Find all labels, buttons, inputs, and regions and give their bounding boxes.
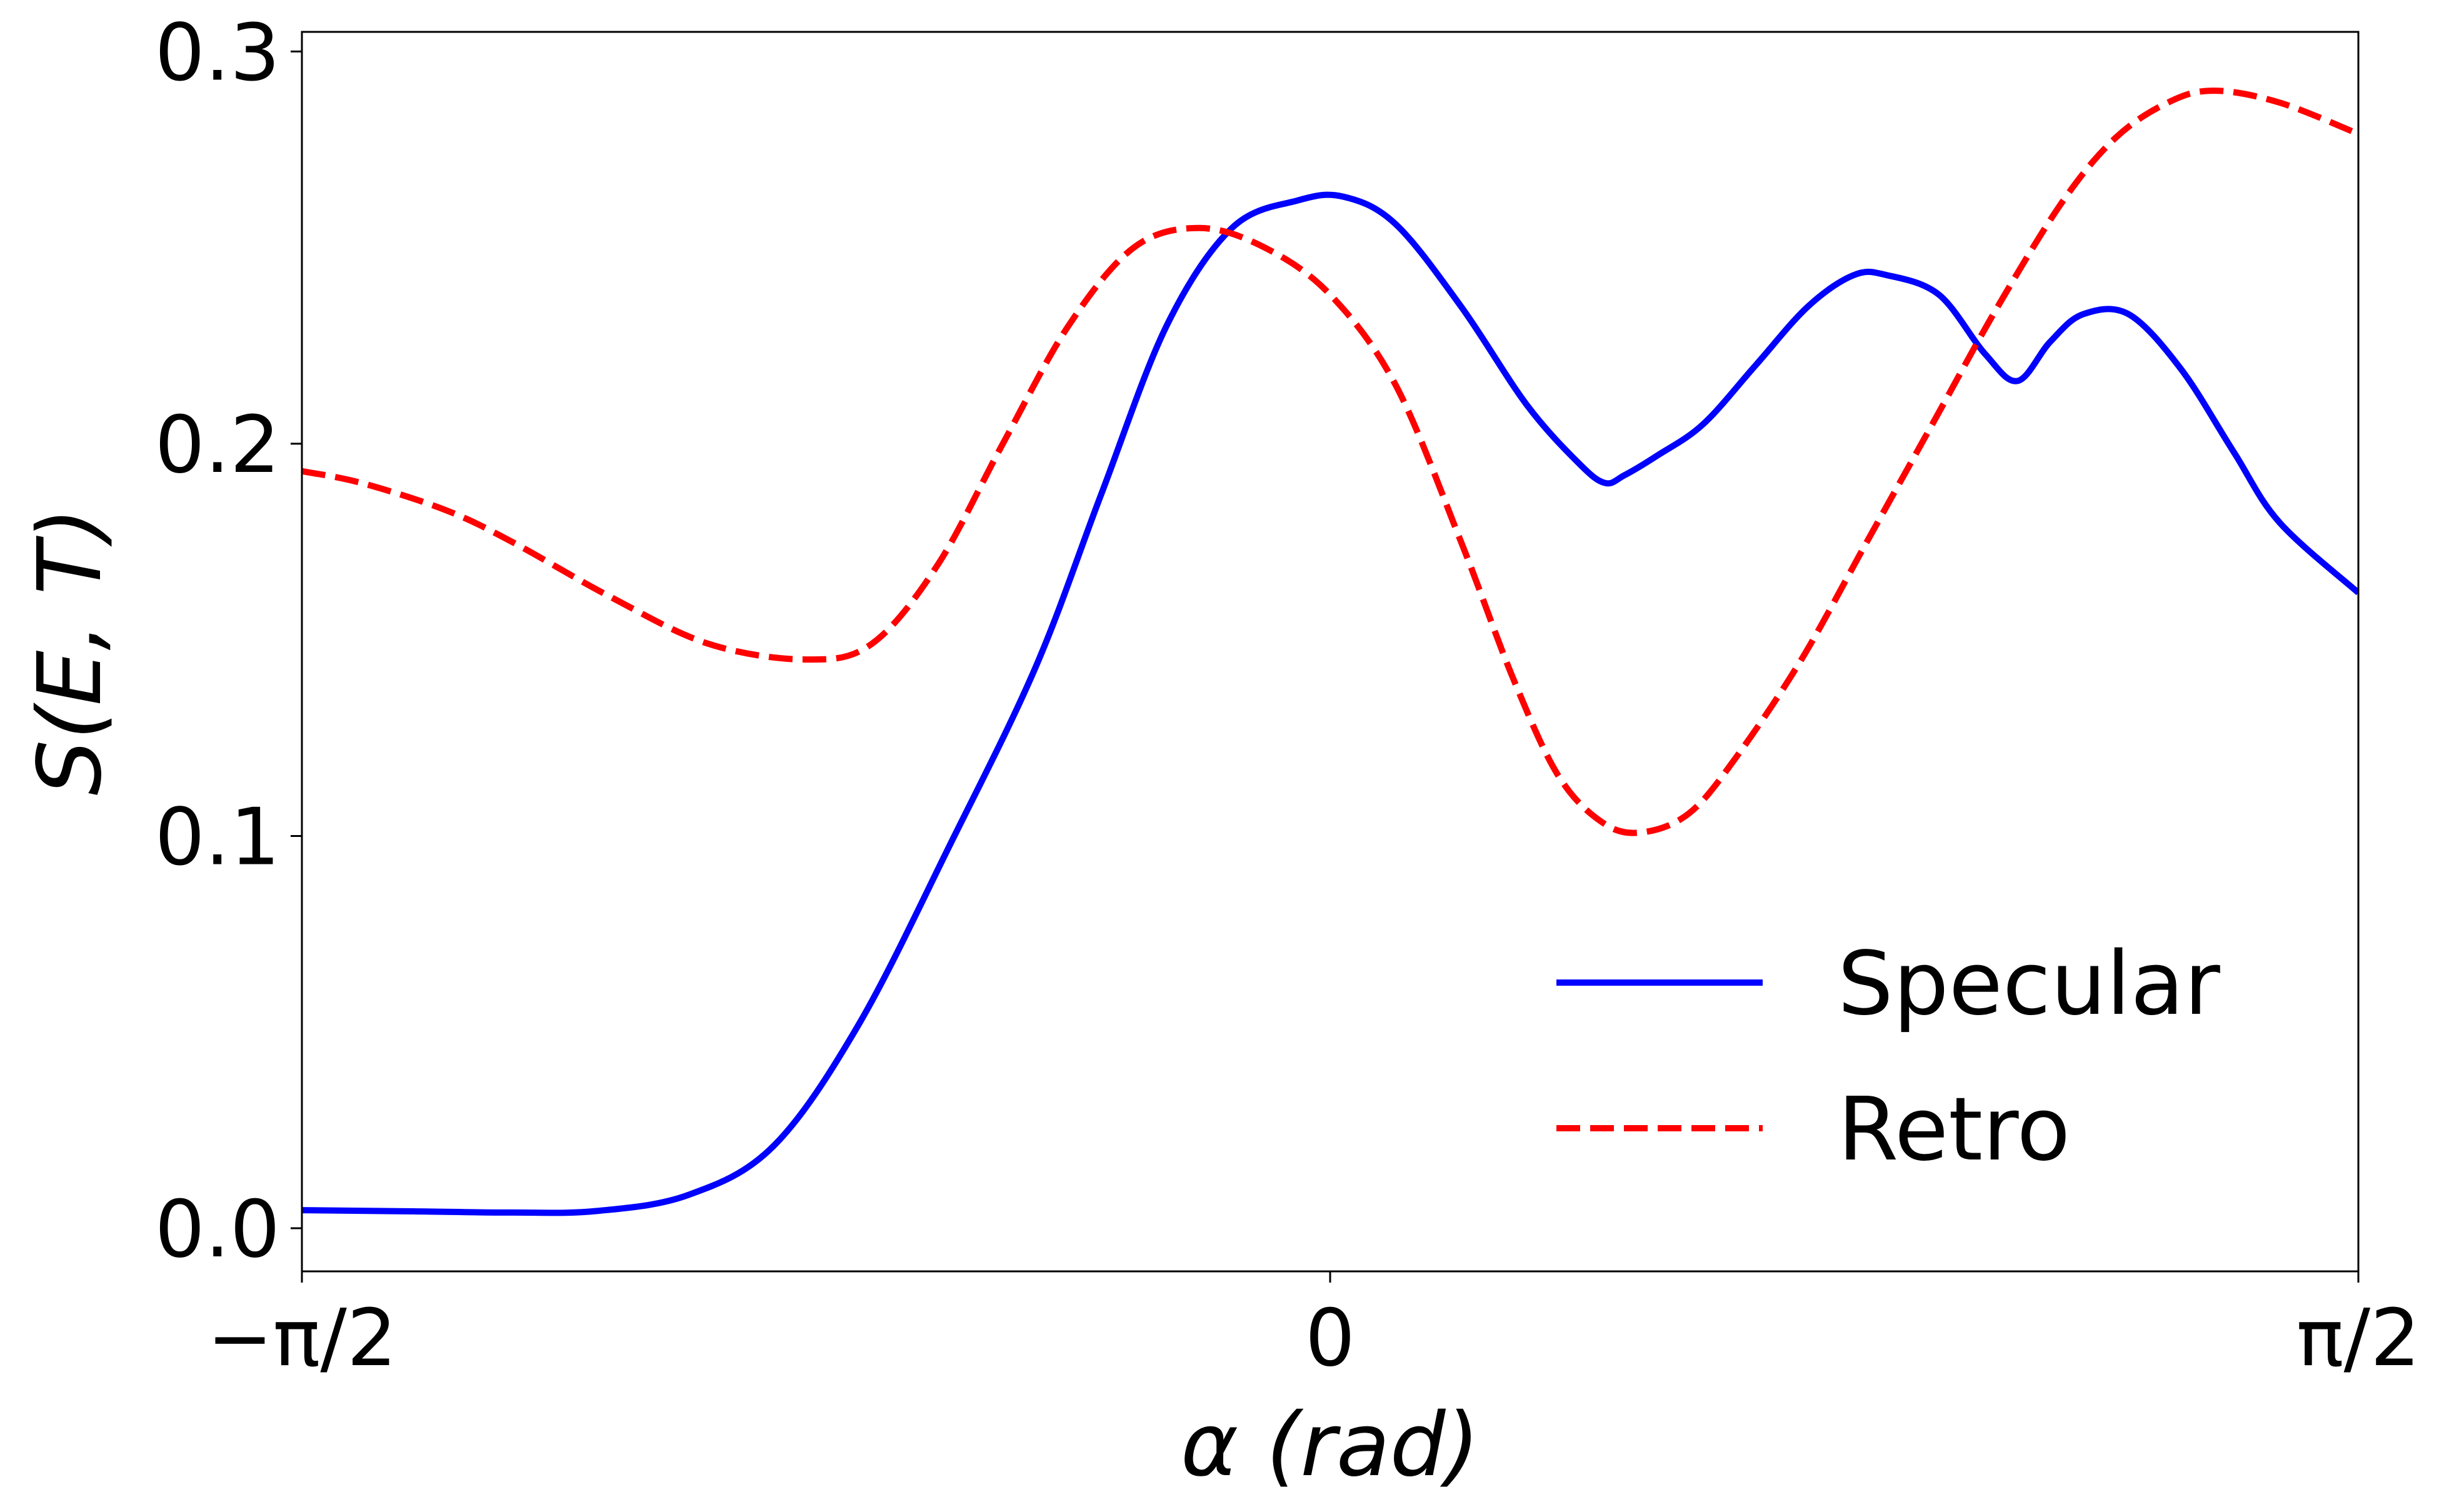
x-axis-title: α (rad) bbox=[1181, 1394, 1480, 1496]
x-tick-label: π/2 bbox=[2296, 1292, 2420, 1384]
series-line-retro bbox=[302, 88, 2358, 836]
x-axis: −π/2 0 π/2 bbox=[207, 1271, 2420, 1384]
y-axis: 0.0 0.1 0.2 0.3 bbox=[155, 6, 302, 1275]
legend-label-specular: Specular bbox=[1838, 933, 2220, 1035]
legend: Specular Retro bbox=[1556, 933, 2220, 1181]
series-layer bbox=[302, 88, 2358, 1216]
x-tick-label: −π/2 bbox=[207, 1292, 397, 1384]
y-tick-label: 0.2 bbox=[155, 399, 280, 491]
y-tick-label: 0.1 bbox=[155, 791, 280, 883]
y-axis-title: S(E, T) bbox=[19, 507, 121, 795]
series-line-specular bbox=[302, 191, 2358, 1216]
legend-label-retro: Retro bbox=[1838, 1079, 2070, 1181]
y-tick-label: 0.3 bbox=[155, 6, 280, 98]
x-tick-label: 0 bbox=[1305, 1292, 1355, 1384]
y-tick-label: 0.0 bbox=[155, 1183, 280, 1275]
